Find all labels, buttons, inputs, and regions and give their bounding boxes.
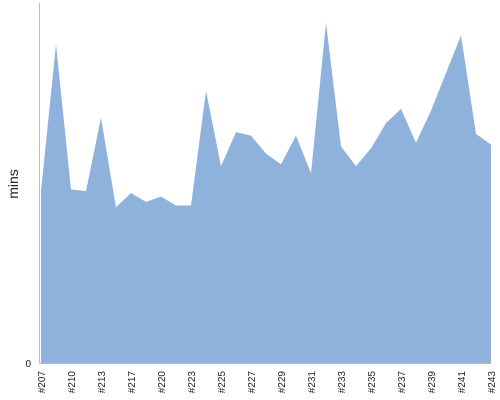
y-ticks: 0: [25, 359, 31, 370]
x-tick-label: #243: [487, 371, 498, 394]
x-tick-label: #233: [337, 371, 348, 394]
x-tick-label: #227: [247, 371, 258, 394]
axis-layer: [39, 3, 491, 364]
area-series: [41, 22, 491, 364]
x-tick-label: #237: [397, 371, 408, 394]
x-ticks: #207 #210 #213 #217 #220 #223 #225 #227 #229 #231…: [37, 371, 498, 394]
x-tick-label: #229: [277, 371, 288, 394]
x-tick-label: #207: [37, 371, 48, 394]
x-tick-label: #213: [97, 371, 108, 394]
x-tick-label: #220: [157, 371, 168, 394]
x-tick-label: #231: [307, 371, 318, 394]
x-tick-label: #225: [217, 371, 228, 394]
y-axis-label: mins: [5, 169, 21, 199]
x-tick-label: #217: [127, 371, 138, 394]
area-layer: [41, 22, 491, 364]
x-tick-label: #235: [367, 371, 378, 394]
x-tick-label: #239: [427, 371, 438, 394]
x-tick-label: #223: [187, 371, 198, 394]
x-tick-label: #210: [67, 371, 78, 394]
y-tick-label: 0: [25, 359, 31, 370]
x-tick-label: #241: [457, 371, 468, 394]
